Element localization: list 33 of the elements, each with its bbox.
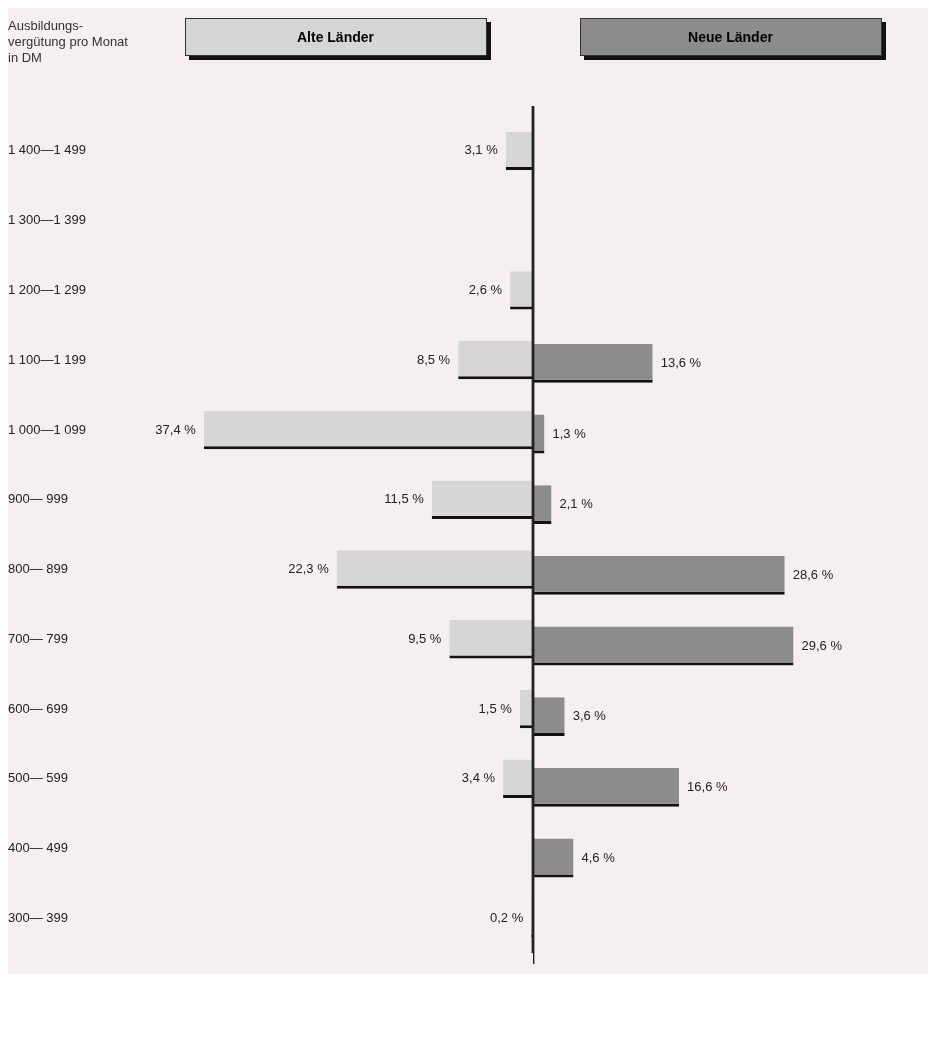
- data-label: 2,6 %: [468, 281, 503, 297]
- data-label: 3,6 %: [572, 708, 607, 724]
- y-tick-label: 1 400—1 499: [8, 142, 87, 158]
- text: Alte Länder: [184, 18, 487, 56]
- y-tick-label: 1 200—1 299: [8, 281, 87, 297]
- y-tick-label: 1 000—1 099: [8, 421, 87, 437]
- data-label: 3,1 %: [464, 142, 499, 158]
- y-tick-label: 700— 799: [8, 630, 68, 646]
- y-tick-label: 600— 699: [8, 700, 68, 716]
- data-label: 29,6 %: [801, 637, 843, 653]
- data-label: 16,6 %: [687, 778, 729, 794]
- y-axis-title: Ausbildungs-vergütung pro Monat in DM: [8, 18, 129, 66]
- text: Neue Länder: [579, 18, 882, 56]
- data-label: 0,2 %: [489, 909, 524, 925]
- data-label: 22,3 %: [288, 561, 330, 577]
- data-label: 28,6 %: [792, 566, 834, 582]
- y-tick-label: 1 300—1 399: [8, 212, 87, 228]
- y-tick-label: 800— 899: [8, 561, 68, 577]
- data-label: 37,4 %: [155, 421, 197, 437]
- data-label: 4,6 %: [581, 849, 616, 865]
- y-tick-label: 900— 999: [8, 491, 68, 507]
- data-label: 8,5 %: [416, 351, 451, 367]
- y-tick-label: 1 100—1 199: [8, 351, 87, 367]
- y-tick-label: 500— 599: [8, 770, 68, 786]
- data-label: 3,4 %: [461, 770, 496, 786]
- data-label: 1,5 %: [478, 700, 513, 716]
- data-label: 2,1 %: [559, 496, 594, 512]
- y-tick-label: 400— 499: [8, 840, 68, 856]
- data-label: 1,3 %: [552, 425, 587, 441]
- data-label: 13,6 %: [660, 354, 702, 370]
- y-tick-label: 300— 399: [8, 909, 68, 925]
- data-label: 9,5 %: [408, 630, 442, 646]
- data-label: 11,5 %: [384, 491, 425, 507]
